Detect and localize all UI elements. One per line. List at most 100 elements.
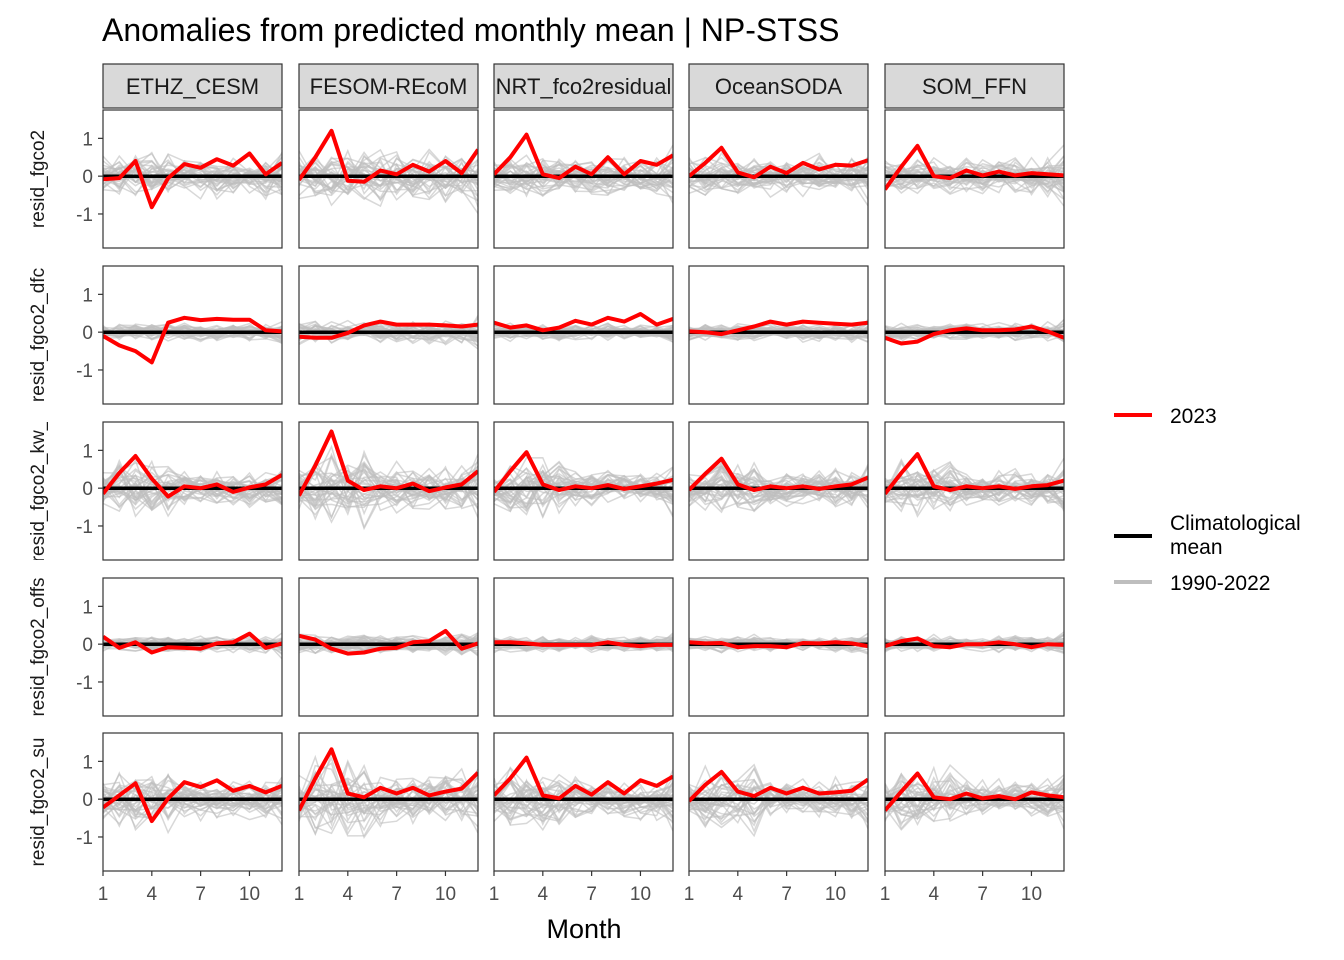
historic-year-line bbox=[494, 781, 673, 813]
series-2023-line bbox=[689, 319, 868, 337]
panel-border bbox=[493, 577, 674, 717]
x-axis-title: Month bbox=[546, 914, 621, 944]
historic-year-line bbox=[494, 158, 673, 184]
panel-resid-fgco2-ethz-cesm bbox=[102, 109, 283, 249]
facet-strip-som-ffn bbox=[884, 63, 1065, 109]
series-2023-line bbox=[885, 143, 1064, 191]
panel-border bbox=[298, 265, 479, 405]
panel-border bbox=[493, 265, 674, 405]
y-tick-label: -1 bbox=[76, 673, 93, 694]
historic-year-line bbox=[299, 160, 478, 203]
series-2023-line bbox=[299, 747, 478, 812]
series-2023-line bbox=[299, 628, 478, 656]
historic-year-line bbox=[494, 158, 673, 190]
panel-resid-fgco2-offs-fesom-recom bbox=[298, 577, 479, 717]
series-2023-line bbox=[494, 450, 673, 494]
panel-resid-fgco2-dfc-fesom-recom bbox=[298, 265, 479, 405]
facet-strip-label: FESOM-REcoM bbox=[310, 74, 468, 99]
historic-year-line bbox=[885, 479, 1064, 509]
y-tick-label: -1 bbox=[76, 828, 93, 849]
y-tick-label: 0 bbox=[82, 479, 93, 500]
row-label-resid-fgco2-offs: resid_fgco2_offs bbox=[28, 577, 49, 716]
x-tick-label: 10 bbox=[825, 884, 846, 905]
y-tick-label: 1 bbox=[82, 597, 93, 618]
panel-resid-fgco2-dfc-ethz-cesm bbox=[102, 265, 283, 405]
panel-border bbox=[688, 732, 869, 872]
panel-border bbox=[102, 421, 283, 561]
panel-border bbox=[884, 577, 1065, 717]
historic-year-line bbox=[299, 150, 478, 207]
panel-resid-fgco2-som-ffn bbox=[884, 109, 1065, 249]
series-2023-line bbox=[885, 771, 1064, 812]
series-2023-line bbox=[494, 640, 673, 649]
y-tick-label: 0 bbox=[82, 635, 93, 656]
series-2023-line bbox=[103, 315, 282, 365]
y-tick-label: -1 bbox=[76, 361, 93, 382]
series-2023-line bbox=[299, 429, 478, 497]
panel-border bbox=[884, 421, 1065, 561]
panel-resid-fgco2-offs-ethz-cesm bbox=[102, 577, 283, 717]
series-2023-line bbox=[103, 778, 282, 824]
historic-year-line bbox=[299, 482, 478, 503]
historic-year-line bbox=[494, 780, 673, 832]
historic-year-line bbox=[689, 783, 868, 824]
legend-label-1990-2022: 1990-2022 bbox=[1170, 572, 1270, 595]
historic-year-line bbox=[494, 469, 673, 512]
historic-year-line bbox=[689, 478, 868, 506]
series-2023-line bbox=[103, 631, 282, 655]
historic-year-line bbox=[103, 458, 282, 503]
x-tick-label: 7 bbox=[781, 884, 792, 905]
y-tick-label: 0 bbox=[82, 790, 93, 811]
series-2023-line bbox=[689, 640, 868, 650]
series-2023-line bbox=[494, 132, 673, 181]
x-tick-label: 1 bbox=[489, 884, 500, 905]
historic-year-line bbox=[299, 769, 478, 816]
legend-label-2023: 2023 bbox=[1170, 405, 1217, 428]
series-2023-line bbox=[103, 454, 282, 499]
historic-year-line bbox=[689, 156, 868, 185]
historic-year-line bbox=[885, 480, 1064, 502]
historic-year-line bbox=[689, 468, 868, 501]
panel-resid-fgco2-oceansoda bbox=[688, 109, 869, 249]
panel-border bbox=[298, 421, 479, 561]
historic-year-line bbox=[103, 773, 282, 820]
historic-year-line bbox=[494, 777, 673, 826]
legend-label-climatological-mean: Climatological mean bbox=[1170, 512, 1307, 559]
panel-resid-fgco2-su-som-ffn bbox=[884, 732, 1065, 872]
y-tick-label: 1 bbox=[82, 752, 93, 773]
facet-strip-oceansoda bbox=[688, 63, 869, 109]
historic-year-line bbox=[299, 464, 478, 531]
panel-border bbox=[688, 265, 869, 405]
panel-border bbox=[493, 421, 674, 561]
historic-year-line bbox=[299, 774, 478, 839]
panel-border bbox=[688, 577, 869, 717]
panel-resid-fgco2-su-nrt-fco2residual bbox=[493, 732, 674, 872]
panel-border bbox=[884, 265, 1065, 405]
facet-strip-nrt-fco2residual bbox=[493, 63, 674, 109]
panel-resid-fgco2-kw-som-ffn bbox=[884, 421, 1065, 561]
series-2023-line bbox=[885, 636, 1064, 650]
x-tick-label: 1 bbox=[880, 884, 891, 905]
x-tick-label: 1 bbox=[98, 884, 109, 905]
facet-strip-label: ETHZ_CESM bbox=[126, 74, 259, 99]
y-tick-label: -1 bbox=[76, 205, 93, 226]
panel-resid-fgco2-kw-oceansoda bbox=[688, 421, 869, 561]
historic-year-line bbox=[299, 777, 478, 836]
historic-year-line bbox=[494, 164, 673, 192]
x-tick-label: 4 bbox=[929, 884, 940, 905]
x-tick-label: 1 bbox=[684, 884, 695, 905]
panel-resid-fgco2-kw-fesom-recom bbox=[298, 421, 479, 561]
series-2023-line bbox=[494, 312, 673, 333]
panel-resid-fgco2-dfc-oceansoda bbox=[688, 265, 869, 405]
panel-resid-fgco2-su-fesom-recom bbox=[298, 732, 479, 872]
historic-year-line bbox=[103, 788, 282, 822]
panel-resid-fgco2-kw-ethz-cesm bbox=[102, 421, 283, 561]
x-tick-label: 7 bbox=[391, 884, 402, 905]
x-tick-label: 10 bbox=[435, 884, 456, 905]
historic-year-line bbox=[299, 784, 478, 837]
x-tick-label: 10 bbox=[239, 884, 260, 905]
row-label-resid-fgco2: resid_fgco2 bbox=[28, 130, 49, 228]
panel-border bbox=[298, 109, 479, 249]
panel-resid-fgco2-offs-nrt-fco2residual bbox=[493, 577, 674, 717]
x-tick-label: 1 bbox=[294, 884, 305, 905]
